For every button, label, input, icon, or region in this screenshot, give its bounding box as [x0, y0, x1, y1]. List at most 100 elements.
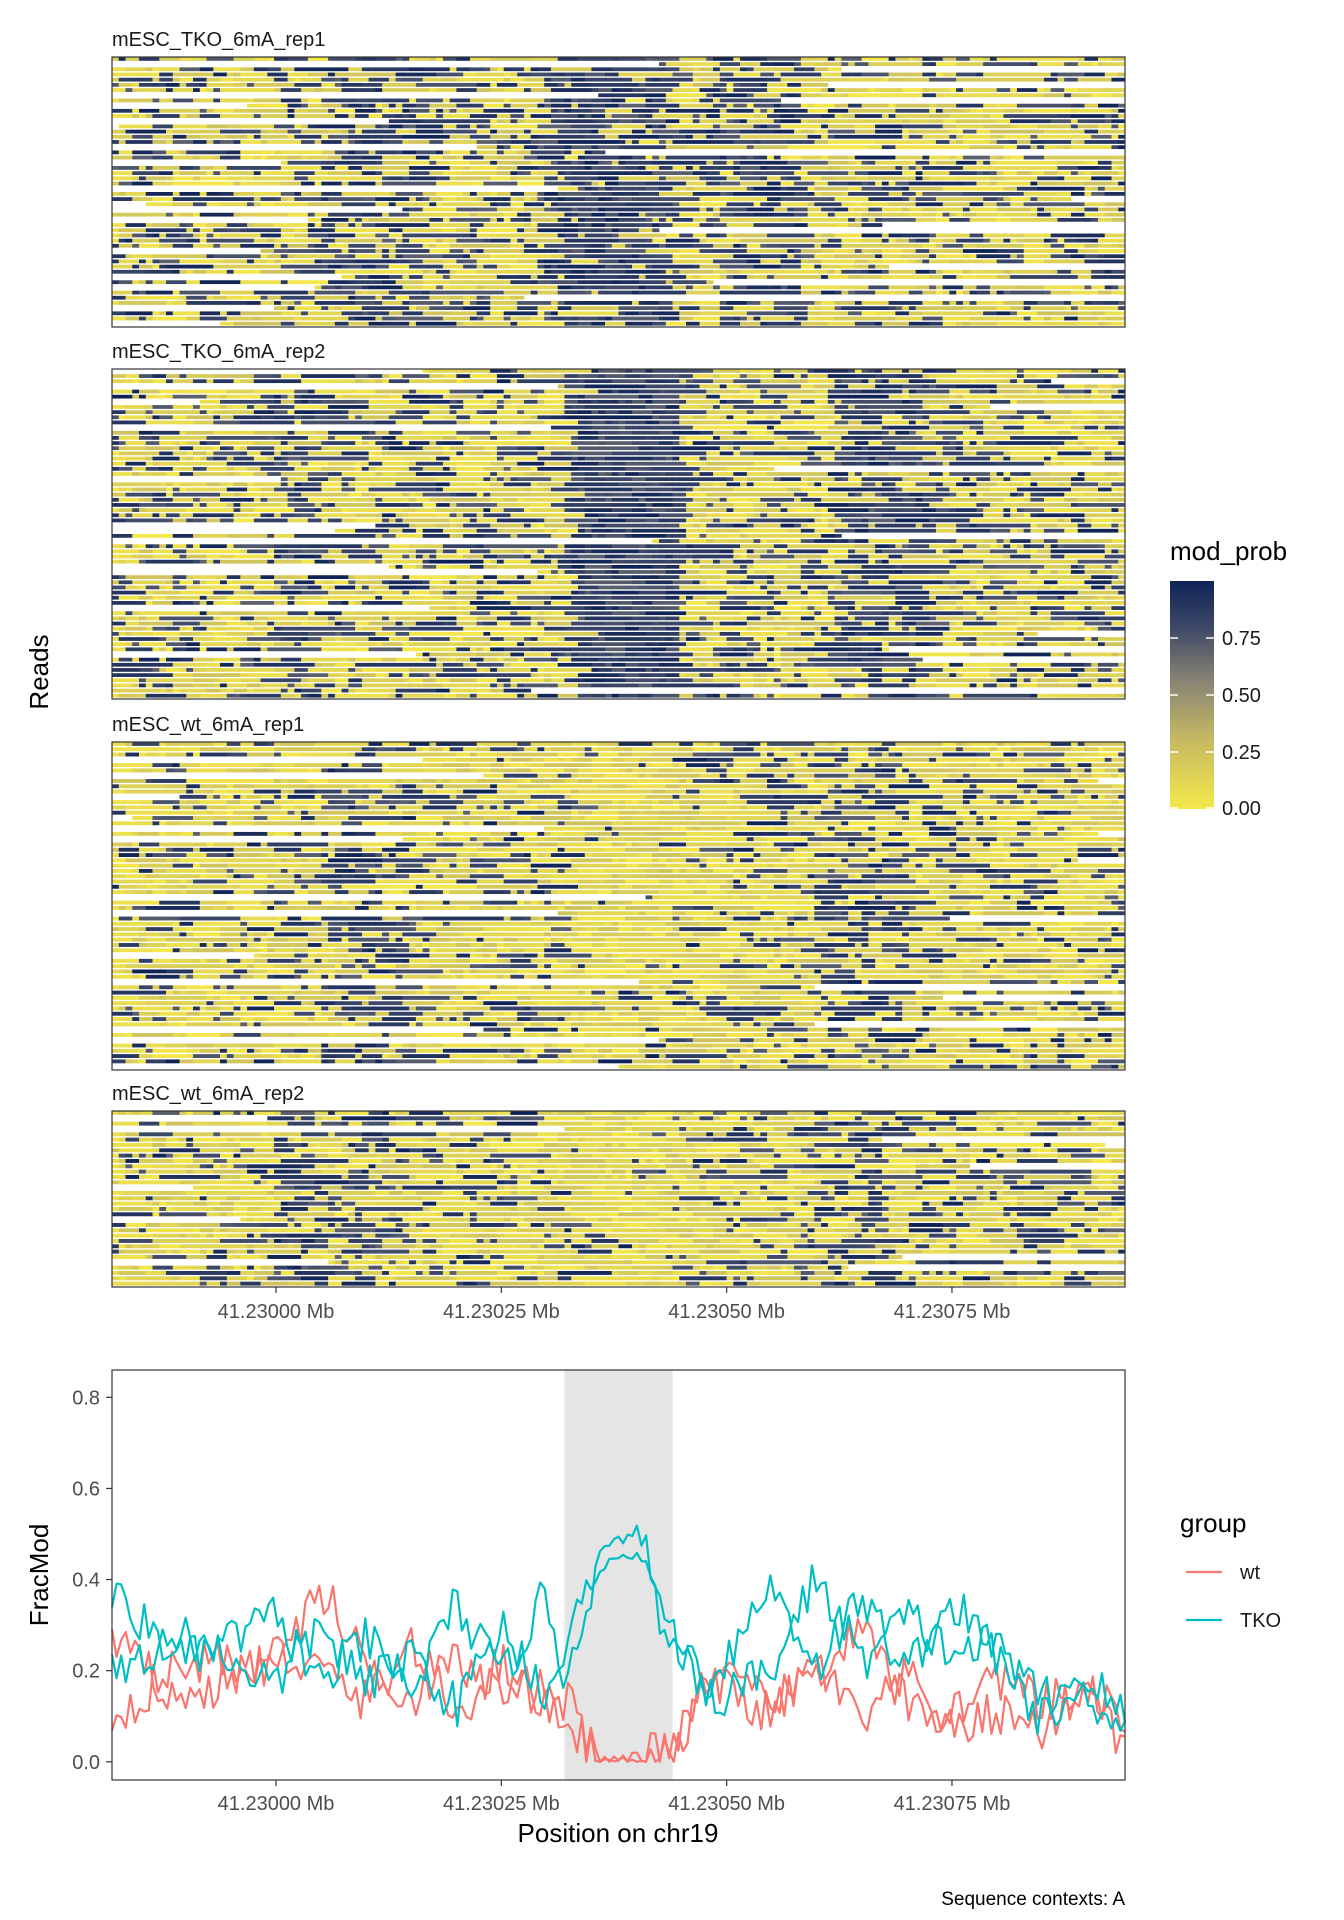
- heat-cell: [361, 124, 370, 129]
- heat-cell: [780, 140, 788, 144]
- heat-cell: [402, 160, 410, 165]
- heat-cell: [577, 254, 586, 259]
- heat-cell: [294, 171, 302, 176]
- heat-cell: [1050, 62, 1058, 66]
- heat-cell: [1043, 217, 1052, 222]
- heat-cell: [1050, 197, 1058, 201]
- heat-cell: [550, 77, 559, 82]
- heat-cell: [942, 129, 950, 134]
- heat-cell: [226, 114, 234, 118]
- heat-cell: [618, 207, 626, 212]
- heat-cell: [409, 212, 417, 217]
- heat-cell: [226, 233, 234, 238]
- heat-cell: [186, 77, 194, 82]
- heat-cell: [449, 192, 457, 196]
- heat-cell: [409, 67, 417, 72]
- heat-cell: [557, 155, 565, 160]
- heat-cell: [267, 114, 275, 118]
- heat-cell: [895, 57, 903, 61]
- heat-cell: [361, 228, 370, 233]
- heat-cell: [409, 57, 417, 61]
- heat-cell: [659, 249, 667, 253]
- heat-cell: [1043, 155, 1052, 160]
- heat-cell: [996, 238, 1004, 243]
- heat-cell: [935, 197, 944, 201]
- heat-cell: [456, 103, 464, 108]
- heat-cell: [193, 171, 201, 176]
- heat-cell: [1070, 238, 1079, 243]
- heat-cell: [854, 124, 863, 129]
- heat-cell: [632, 114, 640, 118]
- heat-cell: [760, 82, 768, 87]
- heat-cell: [760, 207, 768, 212]
- heat-cell: [179, 114, 187, 118]
- heat-cell: [726, 124, 734, 129]
- heat-cell: [672, 217, 680, 222]
- heat-cell: [652, 228, 660, 233]
- heat-cell: [929, 72, 937, 77]
- heat-cell: [395, 249, 403, 253]
- heat-cell: [1050, 192, 1058, 196]
- heat-cell: [341, 197, 349, 201]
- heat-cell: [382, 202, 390, 207]
- heat-cell: [679, 176, 687, 181]
- heat-cell: [604, 192, 613, 196]
- heat-cell: [794, 202, 802, 207]
- heat-cell: [139, 82, 147, 87]
- heat-cell: [760, 62, 768, 66]
- heat-cell: [713, 129, 721, 134]
- heat-cell: [888, 160, 896, 165]
- heat-cell: [456, 233, 464, 238]
- heat-cell: [706, 108, 714, 113]
- heat-cell: [1084, 202, 1092, 207]
- heat-cell: [314, 103, 322, 108]
- heat-cell: [618, 77, 626, 82]
- heat-cell: [449, 238, 457, 243]
- heat-cell: [881, 155, 890, 160]
- heat-cell: [875, 124, 883, 129]
- heat-cell: [868, 103, 876, 108]
- heat-cell: [1084, 57, 1092, 61]
- heat-cell: [334, 223, 343, 227]
- heat-cell: [388, 181, 397, 186]
- heat-cell: [469, 197, 478, 201]
- heat-cell: [550, 124, 559, 129]
- heat-cell: [604, 67, 613, 72]
- heat-cell: [395, 77, 403, 82]
- heat-cell: [571, 217, 579, 222]
- heat-cell: [1091, 202, 1099, 207]
- heat-cell: [321, 176, 329, 181]
- heat-cell: [632, 249, 640, 253]
- heat-cell: [929, 238, 937, 243]
- heat-cell: [868, 197, 876, 201]
- heat-cell: [604, 57, 613, 61]
- heat-cell: [1003, 202, 1011, 207]
- heat-cell: [632, 108, 640, 113]
- heat-cell: [692, 124, 700, 129]
- heat-cell: [659, 108, 667, 113]
- heat-cell: [1097, 166, 1106, 170]
- heat-cell: [550, 238, 559, 243]
- heat-cell: [827, 93, 835, 98]
- heat-cell: [854, 176, 863, 181]
- heat-cell: [706, 223, 714, 227]
- heat-cell: [1016, 134, 1025, 139]
- heat-cell: [983, 217, 991, 222]
- heat-cell: [787, 93, 795, 98]
- heat-cell: [280, 223, 288, 227]
- heat-cell: [550, 150, 559, 155]
- heat-cell: [436, 67, 444, 72]
- heat-cell: [226, 129, 234, 134]
- heat-cell: [1057, 186, 1065, 191]
- heat-cell: [780, 145, 788, 150]
- heat-cell: [787, 134, 795, 139]
- heat-cell: [348, 103, 356, 108]
- heat-cell: [773, 129, 781, 134]
- heatmap-panel-1: mESC_TKO_6mA_rep1: [111, 29, 1126, 328]
- heat-cell: [550, 192, 559, 196]
- heat-cell: [355, 114, 363, 118]
- heat-cell: [1077, 93, 1085, 98]
- heat-cell: [415, 82, 424, 87]
- heat-cell: [591, 155, 599, 160]
- heat-cell: [760, 129, 768, 134]
